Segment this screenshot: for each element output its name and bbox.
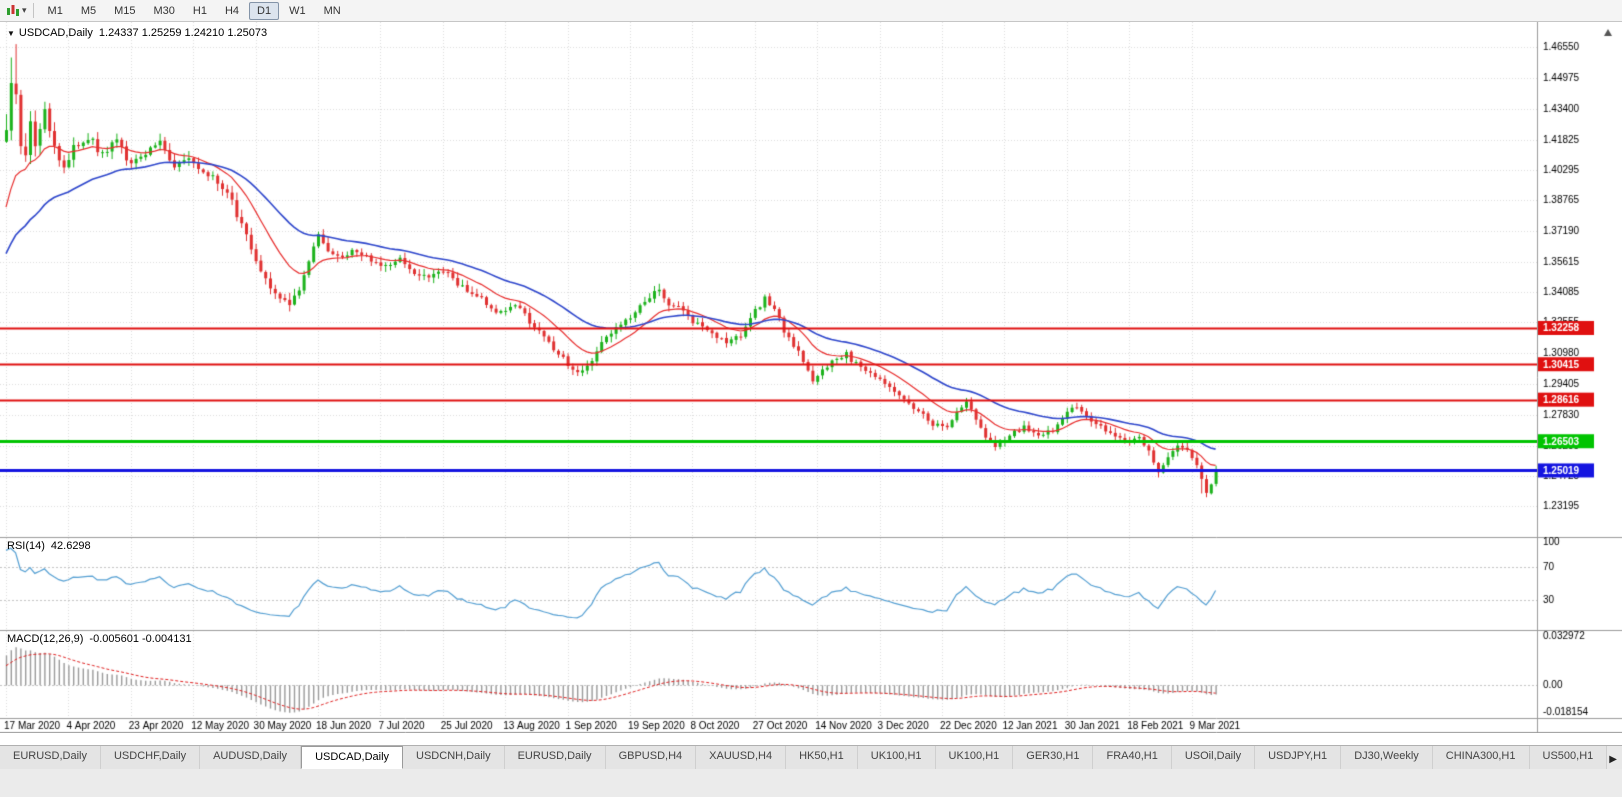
chart-tab-eurusd-daily[interactable]: EURUSD,Daily [0, 746, 101, 769]
chart-tab-gbpusd-h4[interactable]: GBPUSD,H4 [605, 746, 697, 769]
chart-tabbar: EURUSD,Daily USDCHF,Daily AUDUSD,Daily USDC… [0, 745, 1622, 769]
timeframe-button-h4[interactable]: H4 [224, 4, 240, 17]
chart-tab-dj30-weekly[interactable]: DJ30,Weekly [1341, 746, 1433, 769]
chart-tab-ger30-h1[interactable]: GER30,H1 [1013, 746, 1094, 769]
chart-tab-us500-h1[interactable]: US500,H1 [1529, 746, 1608, 769]
window-bottom-filler [0, 769, 1622, 797]
rsi-indicator-label: RSI(14) 42.6298 [7, 540, 91, 552]
chart-tab-usdjpy-h1[interactable]: USDJPY,H1 [1255, 746, 1342, 769]
chart-title: ▼ USDCAD,Daily 1.24337 1.25259 1.24210 1.2… [7, 27, 267, 39]
timeframe-button-m1[interactable]: M1 [47, 4, 63, 17]
rsi-name: RSI(14) [7, 540, 45, 552]
chart-tab-hk50-h1[interactable]: HK50,H1 [786, 746, 858, 769]
timeframe-button-m30[interactable]: M30 [153, 4, 175, 17]
macd-name: MACD(12,26,9) [7, 633, 84, 645]
chart-type-icon[interactable] [5, 4, 20, 18]
chart-bottom-strip [0, 733, 1622, 745]
chart-tab-uk100-h1[interactable]: UK100,H1 [857, 746, 936, 769]
chart-tab-uk100-h1[interactable]: UK100,H1 [935, 746, 1014, 769]
macd-values: -0.005601 -0.004131 [89, 633, 192, 645]
chart-tab-audusd-daily[interactable]: AUDUSD,Daily [200, 746, 302, 769]
chart-tab-usdcnh-daily[interactable]: USDCNH,Daily [403, 746, 505, 769]
timeframe-button-m5[interactable]: M5 [80, 4, 97, 17]
tab-scroll-right-button[interactable]: ▶ [1607, 754, 1619, 765]
chart-type-icon-glyph [7, 4, 19, 16]
price-chart-canvas[interactable] [0, 22, 1622, 733]
chart-tab-list: EURUSD,Daily USDCHF,Daily AUDUSD,Daily USDC… [0, 746, 1608, 769]
chart-ohlc-values: 1.24337 1.25259 1.24210 1.25073 [98, 27, 268, 39]
macd-indicator-label: MACD(12,26,9) -0.005601 -0.004131 [7, 633, 192, 645]
timeframe-toolbar: ▾ M1 M5 M15 M30 H1 H4 D1 W1 MN [0, 0, 1622, 22]
timeframe-button-d1[interactable]: D1 [249, 1, 280, 20]
dropdown-caret-icon[interactable]: ▾ [22, 5, 27, 15]
chart-tab-usdchf-daily[interactable]: USDCHF,Daily [100, 746, 201, 769]
toolbar-separator [32, 3, 34, 18]
chart-tab-xauusd-h4[interactable]: XAUUSD,H4 [696, 746, 787, 769]
rsi-value: 42.6298 [50, 540, 91, 552]
chart-tab-usoil-daily[interactable]: USOil,Daily [1171, 746, 1256, 769]
chart-tab-eurusd-daily[interactable]: EURUSD,Daily [504, 746, 606, 769]
timeframe-button-mn[interactable]: MN [323, 4, 341, 17]
chart-tab-fra40-h1[interactable]: FRA40,H1 [1093, 746, 1172, 769]
collapse-triangle-icon[interactable]: ▼ [7, 29, 15, 38]
timeframe-button-group: M1 M5 M15 M30 H1 H4 D1 W1 MN [40, 1, 349, 20]
chart-symbol-label: USDCAD,Daily [18, 27, 93, 39]
timeframe-button-h1[interactable]: H1 [192, 4, 207, 17]
chart-area: ▼ USDCAD,Daily 1.24337 1.25259 1.24210 1.2… [0, 22, 1622, 733]
chart-tab-china300-h1[interactable]: CHINA300,H1 [1432, 746, 1530, 769]
chart-tab-usdcad-daily[interactable]: USDCAD,Daily [301, 746, 404, 769]
timeframe-button-w1[interactable]: W1 [289, 4, 306, 17]
timeframe-button-m15[interactable]: M15 [114, 4, 136, 17]
